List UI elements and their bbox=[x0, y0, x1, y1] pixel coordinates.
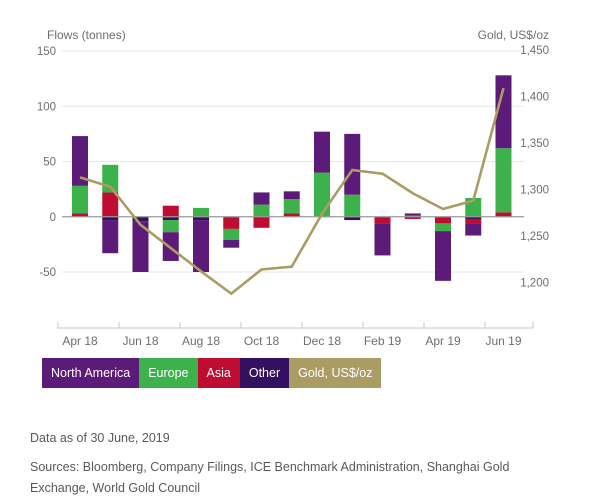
bar-segment-europe-Jul-18 bbox=[162, 220, 179, 233]
bar-segment-europe-Jun-19 bbox=[495, 148, 512, 213]
x-axis-label-Feb-19: Feb 19 bbox=[364, 334, 402, 348]
x-axis-label-Jun-18: Jun 18 bbox=[122, 334, 158, 348]
bar-segment-asia-Apr-18 bbox=[72, 213, 88, 217]
bar-segment-other-Aug-18 bbox=[193, 216, 209, 221]
bar-segment-asia-Apr-19 bbox=[435, 216, 451, 224]
bar-segment-north-america-Sep-18 bbox=[223, 239, 240, 248]
bar-segment-north-america-Dec-18 bbox=[314, 131, 330, 173]
x-axis-label-Apr-18: Apr 18 bbox=[62, 334, 98, 348]
chart-legend: North America Europe Asia Other Gold, US$/oz bbox=[42, 358, 382, 388]
bar-segment-north-america-Oct-18 bbox=[253, 192, 270, 205]
gold-flows-chart: Apr 18 Jun 18 Aug 18 Oct 18 Dec 18 Feb 19 Apr … bbox=[37, 45, 549, 348]
left-axis-label-150: 150 bbox=[37, 46, 56, 58]
right-axis-label-1400: 1,400 bbox=[520, 92, 549, 104]
left-axis-label-0: 0 bbox=[50, 212, 56, 224]
bar-segment-north-america-Jun-19 bbox=[495, 75, 512, 149]
bar-segment-europe-Dec-18 bbox=[314, 172, 330, 217]
data-as-of-text: Data as of 30 June, 2019 bbox=[30, 431, 170, 445]
bar-segment-europe-Oct-18 bbox=[253, 204, 270, 217]
bar-segment-asia-May-19 bbox=[465, 218, 482, 224]
bar-segment-north-america-Mar-19 bbox=[404, 213, 421, 216]
bar-segment-north-america-May-19 bbox=[465, 223, 482, 236]
left-axis-title: Flows (tonnes) bbox=[47, 28, 126, 42]
x-axis-label-Apr-19: Apr 19 bbox=[425, 334, 461, 348]
bar-segment-asia-Sep-18 bbox=[223, 216, 240, 229]
right-axis-title: Gold, US$/oz bbox=[477, 28, 549, 42]
bar-segment-other-May-19 bbox=[465, 216, 482, 219]
bar-segment-europe-Aug-18 bbox=[193, 207, 209, 217]
bar-segment-asia-Mar-19 bbox=[404, 216, 421, 219]
right-axis-label-1450: 1,450 bbox=[520, 45, 549, 57]
bar-segment-north-america-Jan-19 bbox=[344, 133, 361, 195]
legend-item-other[interactable]: Other bbox=[239, 358, 290, 388]
bar-segment-north-america-Nov-18 bbox=[283, 191, 300, 200]
bar-segment-north-america-Jun-18 bbox=[132, 221, 149, 272]
bar-segment-other-Jun-18 bbox=[132, 216, 149, 222]
bar-segment-asia-Oct-18 bbox=[253, 216, 270, 228]
bar-segment-other-May-18 bbox=[102, 216, 119, 221]
bar-segment-north-america-Feb-19 bbox=[374, 223, 391, 256]
gold-price-line bbox=[79, 87, 505, 296]
right-axis-label-1300: 1,300 bbox=[520, 185, 549, 197]
bar-segment-europe-Jan-19 bbox=[344, 194, 361, 217]
bar-segment-asia-Feb-19 bbox=[374, 216, 391, 224]
bar-segment-north-america-Apr-18 bbox=[72, 136, 88, 186]
x-axis-label-Dec-18: Dec 18 bbox=[303, 334, 341, 348]
x-axis-label-Jun-19: Jun 19 bbox=[485, 334, 521, 348]
bar-segment-north-america-Aug-18 bbox=[193, 220, 209, 272]
bar-segment-north-america-Apr-19 bbox=[435, 231, 451, 281]
sources-text: Sources: Bloomberg, Company Filings, ICE… bbox=[30, 460, 510, 495]
bar-segment-europe-Nov-18 bbox=[283, 199, 300, 214]
left-axis-label-50: 50 bbox=[43, 157, 56, 169]
legend-item-gold-us-oz[interactable]: Gold, US$/oz bbox=[289, 358, 382, 388]
right-axis-label-1200: 1,200 bbox=[520, 278, 549, 290]
bar-segment-asia-Jun-19 bbox=[495, 212, 512, 217]
left-axis-label--50: -50 bbox=[39, 267, 56, 279]
legend-item-europe[interactable]: Europe bbox=[139, 358, 198, 388]
bar-segment-other-Jul-18 bbox=[162, 216, 179, 221]
bar-segment-asia-Jul-18 bbox=[162, 205, 179, 217]
left-axis-label-100: 100 bbox=[37, 101, 56, 113]
bar-segment-north-america-May-18 bbox=[102, 220, 119, 254]
bar-segment-europe-Apr-19 bbox=[435, 223, 451, 232]
bar-segment-europe-Apr-18 bbox=[72, 185, 88, 214]
chart-footer: Data as of 30 June, 2019 Sources: Bloomb… bbox=[30, 428, 570, 499]
bar-segment-other-Jan-19 bbox=[344, 216, 361, 221]
legend-item-north-america[interactable]: North America bbox=[42, 358, 140, 388]
right-axis-label-1250: 1,250 bbox=[520, 231, 549, 243]
bar-segment-europe-Sep-18 bbox=[223, 228, 240, 240]
bar-segment-asia-May-18 bbox=[102, 192, 119, 217]
x-axis-label-Oct-18: Oct 18 bbox=[244, 334, 280, 348]
legend-item-asia[interactable]: Asia bbox=[197, 358, 240, 388]
bar-segment-asia-Nov-18 bbox=[283, 213, 300, 217]
right-axis-label-1350: 1,350 bbox=[520, 138, 549, 150]
x-axis-label-Aug-18: Aug 18 bbox=[182, 334, 220, 348]
